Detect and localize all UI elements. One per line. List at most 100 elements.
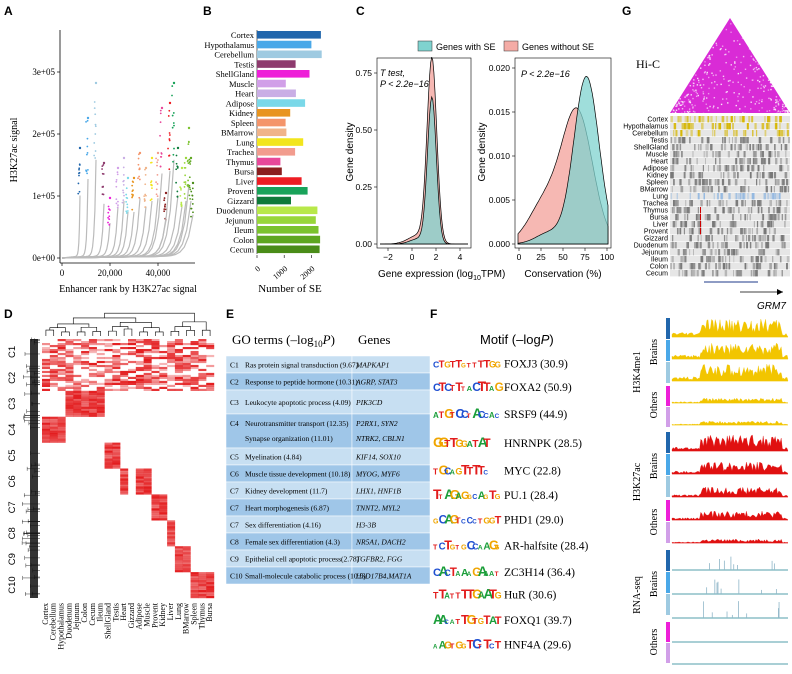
heatmap-col-label: Duodenum: [64, 602, 73, 638]
enhancer-point: [155, 188, 158, 191]
go-genes: P2RX1, SYN2: [355, 419, 398, 428]
motif-letter: G: [455, 640, 463, 651]
legend-without-se: Genes without SE: [522, 42, 594, 52]
motif-letter: A: [455, 571, 460, 578]
motif-letter: G: [444, 640, 452, 651]
enhancer-point: [86, 137, 89, 140]
enhancer-point: [117, 204, 119, 207]
bar-label-cecum: Cecum: [230, 245, 254, 255]
heatmap-col-label: Cortex: [41, 603, 50, 625]
go-term: Heart morphogenesis (6.87): [245, 504, 329, 513]
enhancer-point: [126, 197, 129, 200]
panel-b-xtick: 0: [253, 264, 262, 273]
motif-letter: C: [444, 568, 451, 578]
motif-letter: T: [495, 639, 502, 651]
enhancer-point: [179, 194, 182, 197]
go-term: Synapse organization (11.01): [245, 434, 333, 443]
motif-letter: T: [478, 465, 485, 477]
enhancer-point: [171, 114, 174, 117]
motif-letter: G: [495, 591, 502, 601]
motif-letter: T: [495, 571, 499, 578]
motif-letter: A: [450, 468, 455, 476]
enhancer-point: [160, 106, 164, 110]
go-genes: NR5A1, DACH2: [355, 538, 406, 547]
motif-letter: T: [461, 612, 469, 627]
cluster-label: C1: [7, 346, 18, 358]
motif-letter: G: [455, 466, 462, 476]
enhancer-point: [156, 161, 159, 164]
go-genes: KIF14, SOX10: [355, 453, 401, 462]
heatmap-col-label: Thymus: [197, 603, 206, 629]
enhancer-point: [191, 181, 195, 185]
motif-letter: A: [439, 612, 448, 627]
go-term: Myelination (4.84): [245, 453, 302, 462]
motif-label: PU.1 (28.4): [504, 490, 558, 502]
motif-letter: T: [467, 465, 474, 477]
enhancer-point: [155, 157, 158, 160]
enhancer-point: [122, 189, 124, 192]
enhancer-point: [167, 115, 170, 117]
bar-label-provent: Provent: [228, 186, 255, 196]
heatmap-col-label: Testis: [111, 603, 120, 622]
heatmap-col-label: ShellGland: [103, 603, 112, 639]
bar-label-testis: Testis: [234, 59, 254, 69]
enhancer-point: [137, 177, 139, 180]
enhancer-point: [107, 216, 109, 219]
motif-letter: G: [495, 380, 504, 394]
motif-letter: T: [467, 362, 472, 369]
motif-letter: T: [472, 362, 477, 369]
locus-tissue-label: Spleen: [646, 180, 668, 187]
bar-label-bursa: Bursa: [234, 167, 254, 177]
go-term: Epithelial cell apoptotic process(2.78): [245, 555, 360, 564]
panel-label-e: E: [226, 307, 234, 321]
heatmap-col-label: Muscle: [143, 603, 152, 627]
motif-letter: G: [483, 515, 490, 525]
go-cluster-id: C3: [230, 398, 239, 407]
h3k27ac-track: [671, 538, 789, 544]
motif-letter: A: [433, 612, 443, 627]
motif-letter: G: [489, 359, 496, 369]
h3k4me1-track: [671, 318, 789, 338]
enhancer-point: [86, 116, 90, 120]
panel-d-heatmap: C1 C2 C3 C4 C5 C6 C7 C8 C9 C10 CortexCerebellumHy…: [7, 312, 215, 650]
enhancer-point: [187, 179, 189, 182]
cluster-label: C7: [7, 501, 18, 513]
panel-c-left-ytick: 0.00: [355, 239, 372, 249]
heatmap-col-label: Gizzard: [127, 603, 136, 628]
enhancer-point: [159, 155, 162, 158]
heatmap-col-label: Bursa: [205, 603, 214, 622]
enhancer-point: [164, 203, 167, 206]
motif-letter: T: [483, 614, 490, 627]
enhancer-point: [108, 196, 112, 200]
enhancer-point: [125, 200, 128, 203]
enhancer-point: [155, 181, 158, 184]
enhancer-point: [168, 134, 171, 136]
motif-letter: T: [472, 462, 481, 477]
enhancer-point: [163, 197, 166, 199]
bar-hypothalamus: [257, 40, 312, 49]
enhancer-point: [163, 199, 166, 202]
motif-letter: G: [478, 617, 484, 626]
enhancer-point: [188, 161, 191, 164]
go-term: Ras protein signal transduction (9.67): [245, 361, 359, 370]
h3k4me1-track: [671, 397, 789, 404]
enhancer-point: [176, 195, 179, 198]
panel-b-bar-chart: CortexHypothalamusCerebellumTestisShellG…: [204, 30, 322, 295]
enhancer-point: [115, 202, 118, 205]
enhancer-point: [115, 198, 118, 201]
enhancer-point: [179, 186, 182, 189]
go-term: Small-molecule catabolic process (10.5): [245, 572, 366, 581]
enhancer-point: [116, 171, 119, 174]
motif-letter: G: [455, 438, 463, 450]
motif-letter: T: [478, 516, 483, 525]
enhancer-point: [168, 168, 171, 171]
enhancer-point: [94, 125, 97, 128]
enhancer-point: [132, 181, 135, 184]
motif-letter: T: [483, 436, 491, 450]
motif-letter: C: [444, 619, 449, 626]
enhancer-point: [78, 168, 80, 171]
enhancer-point: [78, 190, 81, 193]
motif-letter: G: [433, 518, 439, 525]
motif-header: Motif (–logP): [480, 332, 554, 347]
panel-c-left-xtick: −2: [383, 252, 393, 262]
